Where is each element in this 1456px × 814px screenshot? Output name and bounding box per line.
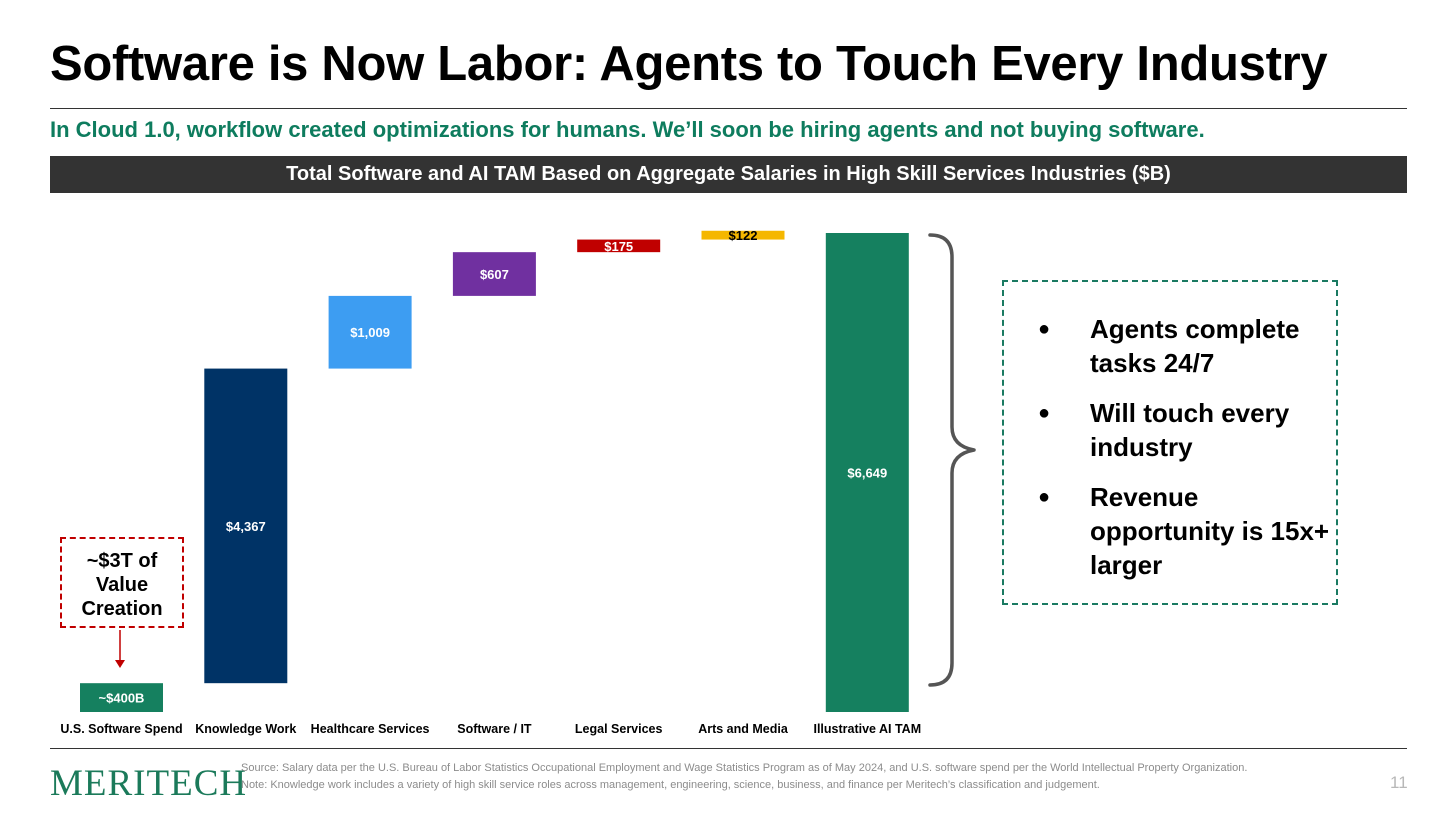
category-label-illustrative-ai-tam: Illustrative AI TAM	[813, 722, 921, 736]
category-label-software-it: Software / IT	[457, 722, 532, 736]
value-creation-line-2: Value	[95, 574, 149, 596]
category-label-arts-and-media: Arts and Media	[698, 722, 789, 736]
key-point-agents-24-7: ● Agents complete tasks 24/7	[1004, 312, 1336, 380]
footer-divider	[50, 748, 1407, 749]
chart-title-banner: Total Software and AI TAM Based on Aggre…	[50, 156, 1407, 193]
data-label-arts-and-media: $122	[729, 228, 758, 243]
page-number: 11	[1390, 773, 1408, 792]
category-label-legal-services: Legal Services	[575, 722, 663, 736]
category-label-knowledge-work: Knowledge Work	[195, 722, 296, 736]
callout-arrow-head	[115, 660, 125, 668]
bar-software-it	[452, 252, 536, 296]
bullet-icon: ●	[1038, 402, 1051, 424]
data-label-illustrative-ai-tam: $6,649	[847, 466, 887, 481]
title-divider	[50, 108, 1407, 109]
company-logo: MERITECH	[50, 763, 248, 804]
total-bracket-icon	[928, 233, 976, 687]
key-point-text: Revenue opportunity is 15x+ larger	[1090, 482, 1330, 580]
bullet-icon: ●	[1038, 318, 1051, 340]
slide-title: Software is Now Labor: Agents to Touch E…	[50, 37, 1328, 91]
bar-illustrative-ai-tam	[825, 233, 909, 712]
data-label-knowledge-work: $4,367	[226, 519, 266, 534]
bar-legal-services	[577, 239, 661, 253]
bar-knowledge-work	[204, 368, 288, 684]
key-points-list: ● Agents complete tasks 24/7 ● Will touch …	[1004, 312, 1336, 598]
key-point-text: Will touch every industry	[1090, 398, 1290, 462]
slide-subtitle: In Cloud 1.0, workflow created optimizat…	[50, 117, 1205, 142]
key-point-revenue: ● Revenue opportunity is 15x+ larger	[1004, 480, 1336, 582]
category-label-u-s-software-spend: U.S. Software Spend	[60, 722, 182, 736]
value-creation-callout: ~$3T of Value Creation	[60, 537, 184, 628]
source-note: Source: Salary data per the U.S. Bureau …	[241, 762, 1248, 791]
data-label-healthcare-services: $1,009	[350, 325, 390, 340]
bar-arts-and-media	[701, 230, 785, 240]
bullet-icon: ●	[1038, 486, 1051, 508]
data-label-software-it: $607	[480, 267, 509, 282]
value-creation-line-3: Creation	[81, 598, 163, 620]
key-points-box: ● Agents complete tasks 24/7 ● Will touch …	[1002, 280, 1338, 605]
bar-healthcare-services	[328, 295, 412, 369]
key-point-every-industry: ● Will touch every industry	[1004, 396, 1336, 464]
data-label-u-s-software-spend: ~$400B	[99, 691, 145, 706]
data-label-legal-services: $175	[604, 239, 633, 254]
category-label-healthcare-services: Healthcare Services	[311, 722, 430, 736]
value-creation-line-1: ~$3T of	[86, 550, 158, 572]
key-point-text: Agents complete tasks 24/7	[1090, 314, 1300, 378]
bar-u-s-software-spend	[80, 683, 163, 712]
